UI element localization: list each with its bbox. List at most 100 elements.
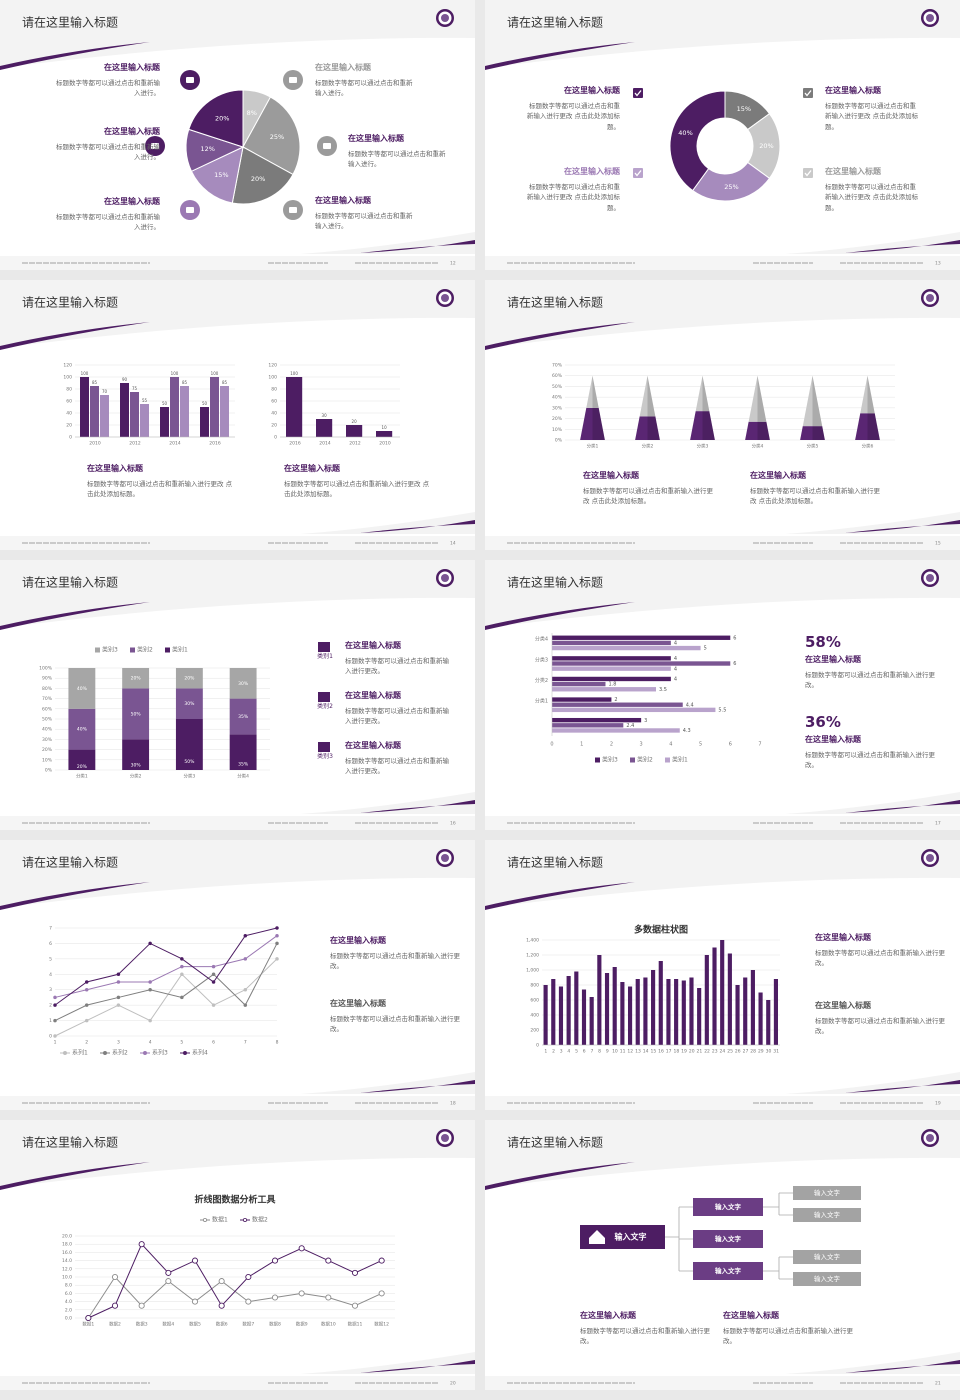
page-number: 20	[450, 1381, 456, 1387]
header-band	[0, 0, 475, 68]
y-tick-label: 120	[268, 363, 277, 369]
x-tick-label: 数据1	[82, 1321, 94, 1328]
point	[298, 1245, 305, 1252]
icon-glyph	[151, 143, 159, 149]
footer-band	[785, 232, 960, 254]
x-tick-label: 2	[552, 1049, 555, 1055]
bar	[689, 977, 694, 1045]
bar	[552, 681, 606, 687]
block-text: 标题数字等都可以通过点击和重新输入进行更改 点击此处添加标题。	[284, 479, 430, 499]
y-tick-label: 90%	[42, 676, 53, 682]
x-tick-label: 6	[583, 1049, 586, 1055]
data-label: 100	[81, 371, 89, 376]
pyramid-segment	[802, 375, 823, 427]
pyramid-segment	[635, 416, 660, 440]
point	[378, 1257, 385, 1264]
bar	[566, 976, 571, 1045]
legend-swatch	[95, 647, 100, 653]
x-tick-label: 分类3	[697, 443, 709, 450]
x-tick-label: 5	[699, 742, 702, 748]
legend-label: 类别2	[637, 756, 653, 764]
node-box	[693, 1230, 763, 1248]
y-tick-label: 分类2	[535, 677, 548, 684]
pyramid-segment	[690, 411, 715, 440]
y-tick-label: 100	[63, 375, 72, 381]
x-tick-label: 14	[643, 1049, 649, 1055]
block-heading: 在这里输入标题	[348, 134, 404, 143]
slide: 20 请在这里输入标题 折线图数据分析工具 0.0 2.0 4.0 6.0 8.0 10.0 12…	[0, 1120, 475, 1390]
text-block: 在这里输入标题 标题数字等都可以通过点击和重新输入进行。	[55, 196, 160, 233]
footer-bar	[0, 1096, 475, 1110]
node-box	[693, 1262, 763, 1280]
data-label: 6	[733, 661, 736, 667]
slide-canvas: 12 请在这里输入标题 8% 25% 20% 15% 12% 20%	[0, 0, 475, 270]
bar	[766, 1000, 771, 1045]
legend-label: 系列3	[152, 1049, 168, 1057]
y-tick-label: 14.0	[62, 1258, 72, 1264]
legend-label: 数据2	[252, 1216, 268, 1224]
page-number: 16	[450, 821, 456, 827]
page-number: 17	[935, 821, 941, 827]
block-heading: 在这里输入标题	[723, 1311, 779, 1320]
block-heading: 在这里输入标题	[315, 196, 371, 205]
text-block: 在这里输入标题 标题数字等都可以通过点击和重新输入进行更改。	[723, 1310, 853, 1347]
x-tick-label: 4	[149, 1040, 152, 1046]
bar	[552, 723, 624, 728]
x-tick-label: 0	[550, 742, 553, 748]
y-tick-label: 0%	[45, 768, 53, 774]
page-number: 18	[450, 1101, 456, 1107]
header-band	[0, 840, 475, 908]
bar	[552, 666, 671, 671]
data-label: 5.5	[718, 707, 726, 713]
bar	[80, 377, 89, 437]
y-tick-label: 600	[530, 998, 539, 1004]
x-tick-label: 23	[712, 1049, 718, 1055]
x-tick-label: 2014	[169, 441, 181, 447]
pyramid-shade	[647, 375, 656, 417]
x-tick-label: 7	[590, 1049, 593, 1055]
slide: 17 请在这里输入标题 0 1 2 3 4 5 6 7 3 2.4 4.3 分类1 2 4.4 5.5 分类2 4 1…	[485, 560, 960, 830]
data-label: 4	[674, 666, 677, 672]
header-band	[485, 840, 960, 908]
data-label: 6	[733, 635, 736, 641]
bar	[552, 640, 671, 646]
footer-swoosh	[845, 1360, 960, 1373]
y-tick-label: 800	[530, 983, 539, 989]
footer-bar	[485, 256, 960, 270]
node-box	[793, 1250, 861, 1264]
logo	[441, 294, 449, 302]
slide-canvas: 21请在这里输入标题输入文字输入文字输入文字输入文字输入文字输入文字输入文字输入…	[485, 1120, 960, 1390]
checkmark	[804, 170, 812, 177]
block-heading: 在这里输入标题	[825, 167, 881, 176]
bar	[551, 979, 556, 1045]
bar	[200, 407, 209, 437]
y-tick-label: 40	[66, 411, 72, 417]
node-box	[793, 1186, 861, 1200]
block-heading: 在这里输入标题	[750, 471, 806, 480]
chart: 0 1 2 3 4 5 6 7 3 2.4 4.3 分类1 2 4.4 5.5 分类2 4 1.8 3.5 分类3 4 6…	[535, 633, 762, 764]
text-block: 在这里输入标题 标题数字等都可以通过点击和重新输入进行更改。	[815, 932, 945, 969]
bar	[727, 953, 732, 1045]
bar	[552, 702, 683, 707]
data-label: 90	[122, 377, 128, 382]
page-number: 21	[935, 1381, 941, 1387]
block-heading: 在这里输入标题	[825, 86, 881, 95]
logo	[926, 294, 934, 302]
block-heading: 在这里输入标题	[104, 127, 160, 136]
bar	[130, 392, 139, 437]
point	[116, 980, 121, 984]
bar	[681, 980, 686, 1045]
y-tick-label: 16.0	[62, 1250, 72, 1256]
pyramid-segment	[748, 375, 767, 422]
y-tick-label: 1	[49, 1018, 52, 1024]
y-tick-label: 60	[66, 399, 72, 405]
point	[165, 1269, 172, 1276]
y-tick-label: 40	[271, 411, 277, 417]
chart-title: 多数据柱状图	[634, 924, 688, 936]
icon-glyph	[323, 143, 331, 149]
block-heading: 在这里输入标题	[815, 933, 871, 942]
logo	[441, 574, 449, 582]
line	[54, 935, 278, 998]
text-block: 在这里输入标题 标题数字等都可以通过点击和重新输入进行更改。	[330, 935, 460, 972]
